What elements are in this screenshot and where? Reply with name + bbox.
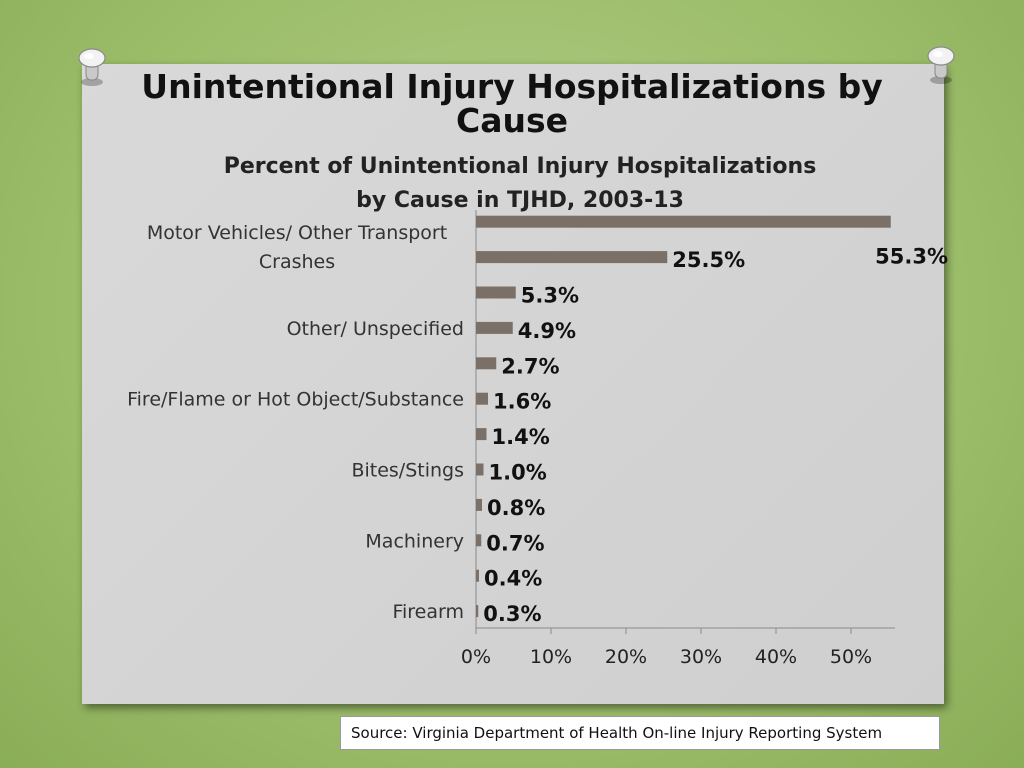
bar: [476, 428, 487, 441]
slide-title-line-1: Unintentional Injury Hospitalizations by: [141, 67, 883, 106]
data-label: 0.4%: [484, 567, 542, 591]
x-tick-label: 0%: [461, 646, 491, 668]
category-label: Firearm: [392, 601, 464, 623]
slide-title: Unintentional Injury Hospitalizations by…: [0, 70, 1024, 138]
bar: [476, 357, 497, 370]
bar: [476, 286, 516, 299]
bar: [476, 392, 488, 405]
data-label: 1.6%: [493, 390, 551, 414]
pin-left-icon: [78, 48, 106, 86]
slide-card: [82, 64, 944, 704]
bar: [476, 569, 479, 582]
chart-title: Percent of Unintentional Injury Hospital…: [0, 150, 1024, 218]
data-label: 55.3%: [875, 245, 948, 269]
data-label: 0.3%: [483, 602, 541, 626]
data-label: 1.0%: [489, 461, 547, 485]
bar: [476, 251, 668, 264]
x-tick-label: 20%: [605, 646, 647, 668]
x-tick-label: 30%: [680, 646, 722, 668]
category-label: Machinery: [365, 530, 464, 552]
chart-title-line-2: by Cause in TJHD, 2003-13: [356, 188, 684, 213]
x-tick-label: 50%: [830, 646, 872, 668]
category-label: Fire/Flame or Hot Object/Substance: [127, 389, 464, 411]
slide-title-line-2: Cause: [455, 101, 568, 140]
bar: [476, 534, 482, 547]
data-label: 4.9%: [518, 319, 576, 343]
x-tick-label: 40%: [755, 646, 797, 668]
pin-right-icon: [927, 46, 955, 84]
data-label: 25.5%: [672, 248, 745, 272]
category-label: Other/ Unspecified: [287, 318, 464, 340]
source-note: Source: Virginia Department of Health On…: [340, 716, 940, 750]
category-label: Motor Vehicles/ Other Transport Crashes: [147, 222, 447, 273]
bar: [476, 321, 513, 334]
data-label: 1.4%: [492, 425, 550, 449]
bar: [476, 605, 479, 618]
bar: [476, 498, 482, 511]
data-label: 5.3%: [521, 284, 579, 308]
data-label: 2.7%: [501, 354, 559, 378]
bar: [476, 215, 891, 228]
chart-title-line-1: Percent of Unintentional Injury Hospital…: [223, 154, 817, 179]
data-label: 0.8%: [487, 496, 545, 520]
data-label: 0.7%: [486, 531, 544, 555]
category-label: Bites/Stings: [351, 460, 464, 482]
bar: [476, 463, 484, 476]
x-tick-label: 10%: [530, 646, 572, 668]
